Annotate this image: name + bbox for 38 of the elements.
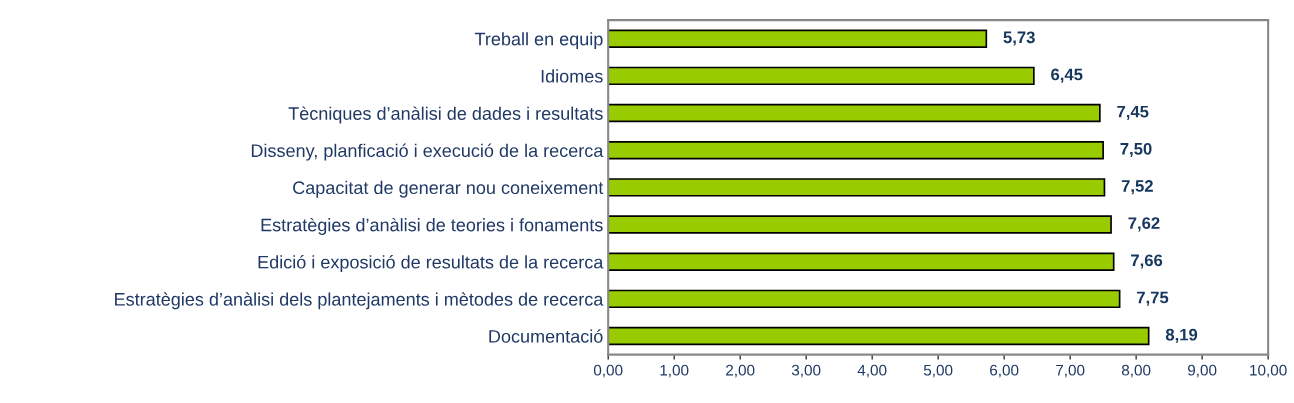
data-label: 7,62 [1128,217,1160,232]
data-label: 7,45 [1117,105,1149,120]
bar [608,178,1106,197]
bar [608,326,1150,346]
data-label: 7,75 [1137,291,1169,306]
x-tick-label: 5,00 [923,364,953,378]
data-label: 7,52 [1121,180,1153,195]
bar [608,141,1104,160]
x-tick-label: 2,00 [726,364,755,378]
y-tick-label: Estratègies d’anàlisi de teories i fonaments [261,217,603,235]
y-tick-label: Disseny, planficació i execució de la recerca [251,143,604,161]
bar [608,252,1115,271]
x-tick-label: 3,00 [791,364,821,378]
x-tick-label: 0,00 [593,364,623,378]
bar [608,103,1101,123]
data-label: 7,50 [1120,142,1152,158]
x-tick-label: 1,00 [660,364,689,378]
x-tick-label: 9,00 [1187,364,1217,378]
bar [608,289,1121,309]
data-label: 5,73 [1003,31,1035,46]
x-tick-label: 8,00 [1121,364,1151,378]
y-tick-label: Treball en equip [474,32,603,50]
bar [608,29,988,48]
y-tick-label: Edició i exposició de resultats de la recerca [258,255,604,273]
x-tick-label: 7,00 [1056,364,1085,378]
y-tick-label: Documentació [489,329,603,343]
data-label: 6,45 [1051,68,1083,83]
data-label: 8,19 [1165,328,1198,343]
x-tick-label: 4,00 [857,364,887,378]
bar [608,215,1112,234]
data-label: 7,66 [1131,254,1163,269]
x-tick-label: 10,00 [1250,364,1287,378]
y-tick-label: Estratègies d’anàlisi dels plantejaments i mètodes de recerca [115,292,604,310]
bar [608,66,1035,86]
x-tick-label: 6,00 [990,364,1019,378]
y-tick-label: Capacitat de generar nou coneixement [293,180,604,198]
y-tick-label: Idiomes [541,69,603,83]
y-tick-label: Tècniques d’anàlisi de dades i resultats [288,106,603,124]
